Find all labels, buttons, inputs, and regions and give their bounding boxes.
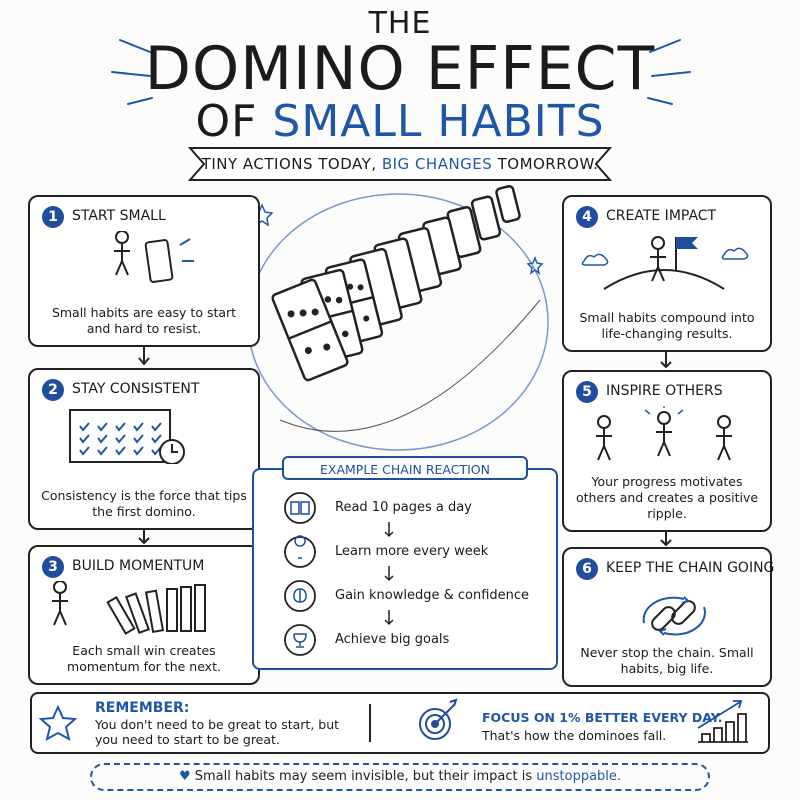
step-card: 6 KEEP THE CHAIN GOING Never stop the chai… xyxy=(562,547,775,687)
remember-label: REMEMBER: xyxy=(95,700,190,716)
banner-text: TOMORROW. xyxy=(497,155,599,173)
remember-icons xyxy=(38,698,748,743)
title-highlight: SMALL HABITS xyxy=(272,96,605,147)
step-number: 1 xyxy=(42,206,64,228)
example-item: Learn more every week xyxy=(335,544,489,559)
step-illustration xyxy=(642,596,706,636)
step-illustration xyxy=(69,409,185,464)
example-item: Read 10 pages a day xyxy=(335,500,472,515)
banner-text: TINY ACTIONS TODAY, xyxy=(201,155,377,173)
step-illustration xyxy=(114,231,194,283)
title-prefix: OF xyxy=(195,96,258,147)
title-main: DOMINO EFFECT xyxy=(144,34,656,104)
example-item: Gain knowledge & confidence xyxy=(335,588,530,603)
step-title: CREATE IMPACT xyxy=(606,208,717,224)
focus-text: That's how the dominoes fall. xyxy=(482,728,667,743)
remember-box xyxy=(30,692,770,754)
subtitle-banner: TINY ACTIONS TODAY, BIG CHANGES TOMORROW… xyxy=(190,148,610,180)
step-number: 5 xyxy=(576,381,598,403)
step-text: Never stop the chain. Small habits, big … xyxy=(580,645,754,676)
step-card: 3 BUILD MOMENTUM Each small win creates mo… xyxy=(28,545,260,685)
step-number: 3 xyxy=(42,556,64,578)
step-illustration xyxy=(581,236,749,290)
title-line: THE xyxy=(368,6,432,41)
remember-text: You don't need to be great to start, but… xyxy=(95,717,340,747)
footer-text: Small habits may seem invisible, but the… xyxy=(194,769,533,784)
step-number: 6 xyxy=(576,558,598,580)
step-text: Small habits are easy to start and hard … xyxy=(51,305,237,336)
step-number: 4 xyxy=(576,206,598,228)
step-text: Consistency is the force that tips the f… xyxy=(41,488,247,519)
step-number: 2 xyxy=(42,379,64,401)
step-text: Each small win creates momentum for the … xyxy=(67,643,221,674)
step-card: 4 CREATE IMPACT Small habits compound into… xyxy=(562,195,772,352)
title-line: OF SMALL HABITS xyxy=(0,96,800,147)
step-text: Your progress motivates others and creat… xyxy=(575,474,759,521)
step-title: START SMALL xyxy=(72,208,166,224)
footer-highlight: unstoppable. xyxy=(536,769,622,784)
heart-icon: ♥ xyxy=(178,769,191,784)
step-card: 1 START SMALL Small habits are easy to sta… xyxy=(28,195,260,347)
step-title: INSPIRE OTHERS xyxy=(606,383,723,399)
step-card: 5 INSPIRE OTHERS Your progress motivates o… xyxy=(562,370,772,532)
step-card: 2 STAY CONSISTENT Consistency is the force… xyxy=(28,368,260,530)
focus-title: FOCUS ON 1% BETTER EVERY DAY. xyxy=(482,710,723,725)
banner-highlight: BIG CHANGES xyxy=(381,155,493,173)
step-text: Small habits compound into life-changing… xyxy=(579,310,755,341)
example-icons xyxy=(284,492,394,656)
step-title: STAY CONSISTENT xyxy=(72,381,200,397)
step-title: BUILD MOMENTUM xyxy=(72,558,205,574)
example-item: Achieve big goals xyxy=(335,632,450,647)
step-illustration xyxy=(596,406,732,461)
step-title: KEEP THE CHAIN GOING xyxy=(606,560,775,576)
example-title: EXAMPLE CHAIN REACTION xyxy=(282,456,528,480)
step-illustration xyxy=(52,581,206,635)
footer-pill: ♥ Small habits may seem invisible, but t… xyxy=(90,763,710,791)
